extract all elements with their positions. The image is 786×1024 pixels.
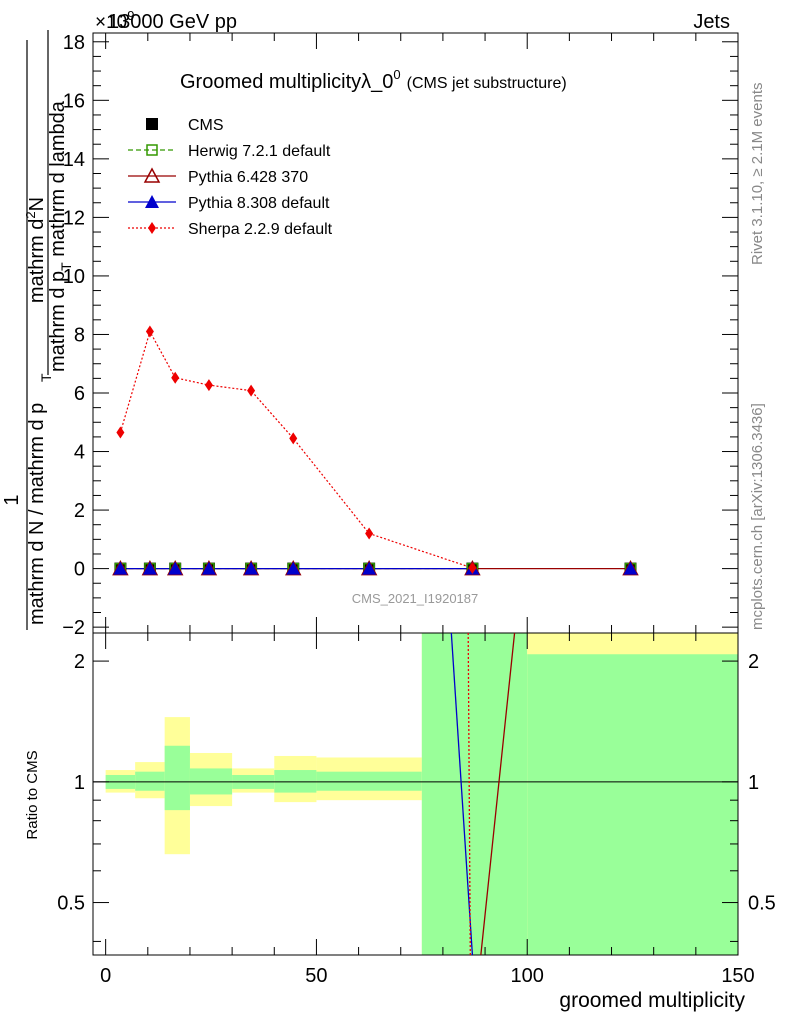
legend-label-0: CMS [188, 117, 224, 134]
series-3-point-6 [362, 561, 377, 575]
legend-label-1: Herwig 7.2.1 default [188, 143, 331, 160]
y-label-denominator-one-sub: T [38, 373, 54, 382]
series-line-4 [119, 329, 473, 569]
exponent-label: ×109 [95, 8, 134, 33]
x-tick-label-0: 0 [100, 965, 111, 987]
x-tick-label-150: 150 [721, 965, 754, 987]
y-tick-label-2: 2 [74, 500, 85, 522]
series-4-point-1 [145, 325, 154, 338]
ratio-line-0 [450, 632, 474, 956]
series-4-point-5 [289, 432, 298, 445]
ratio-band-inner-8 [527, 654, 738, 955]
y-tick-label-18: 18 [63, 32, 85, 54]
x-axis-label: groomed multiplicity [559, 989, 745, 1012]
legend-label-3: Pythia 8.308 default [188, 195, 330, 212]
series-3-point-0 [113, 561, 128, 575]
ratio-tick-label-left-2: 2 [74, 651, 85, 673]
y-tick-label--2: −2 [62, 617, 85, 639]
series-4-point-3 [204, 379, 213, 392]
y-label-denominator-two: mathrm d pT mathrm d lambda [47, 100, 74, 372]
legend-marker-0 [146, 118, 158, 130]
legend-marker-3 [145, 195, 159, 208]
series-markers [112, 325, 639, 576]
series-4-point-0 [116, 426, 125, 439]
y-tick-label-0: 0 [74, 559, 85, 581]
energy-label: 13000 GeV pp [108, 11, 237, 33]
ratio-tick-label-left-1: 1 [74, 772, 85, 794]
y-tick-label-6: 6 [74, 383, 85, 405]
y-label-numerator-one: 1 [1, 494, 23, 505]
legend: CMS Herwig 7.2.1 default Pythia 6.428 370 P… [128, 117, 333, 238]
series-4-point-7 [468, 562, 477, 575]
series-3-point-3 [201, 561, 216, 575]
ratio-band-inner-1 [135, 771, 165, 791]
legend-marker-4 [148, 222, 156, 234]
ratio-line-1 [480, 632, 516, 956]
series-3-point-5 [286, 561, 301, 575]
ratio-line-2 [467, 632, 471, 956]
ratio-plot-frame [92, 632, 739, 956]
x-tick-label-100: 100 [511, 965, 544, 987]
series-3-point-1 [142, 561, 157, 575]
rivet-label: Rivet 3.1.10, ≥ 2.1M events [749, 83, 766, 266]
series-4-point-2 [171, 371, 180, 384]
series-3-point-2 [168, 561, 183, 575]
x-tick-label-50: 50 [305, 965, 327, 987]
y-tick-label-10: 10 [63, 266, 85, 288]
ratio-band-inner-5 [274, 770, 317, 793]
y-tick-label-14: 14 [63, 149, 85, 171]
ratio-band-inner-2 [164, 745, 190, 811]
y-tick-label-16: 16 [63, 90, 85, 112]
series-3-point-8 [623, 561, 638, 575]
plot-title: Groomed multiplicityλ_00(CMS jet substru… [180, 67, 567, 93]
series-3-point-4 [244, 561, 259, 575]
process-label: Jets [693, 11, 730, 33]
ratio-bands [93, 633, 738, 955]
analysis-id: CMS_2021_I1920187 [352, 591, 479, 606]
mcplots-label: mcplots.cern.ch [arXiv:1306.3436] [749, 403, 766, 630]
ratio-band-inner-7 [421, 633, 528, 955]
y-tick-label-4: 4 [74, 442, 85, 464]
legend-marker-2 [143, 167, 161, 183]
ratio-lines [450, 632, 516, 956]
y-label-numerator-two: mathrm d2N [23, 197, 48, 303]
legend-marker-1 [146, 144, 158, 156]
y-tick-label-12: 12 [63, 207, 85, 229]
series-4-point-6 [365, 527, 374, 540]
ratio-y-label: Ratio to CMS [24, 750, 41, 839]
y-tick-label-8: 8 [74, 324, 85, 346]
ratio-tick-label-right-0.5: 0.5 [748, 893, 776, 915]
ratio-tick-label-left-0.5: 0.5 [57, 893, 85, 915]
ratio-tick-label-right-1: 1 [748, 772, 759, 794]
ratio-tick-label-right-2: 2 [748, 651, 759, 673]
axis-ticks [93, 33, 739, 955]
series-4-point-4 [247, 384, 256, 397]
legend-label-4: Sherpa 2.2.9 default [188, 221, 333, 238]
legend-label-2: Pythia 6.428 370 [188, 169, 308, 186]
ratio-band-inner-6 [316, 771, 422, 791]
series-lines [119, 329, 631, 570]
